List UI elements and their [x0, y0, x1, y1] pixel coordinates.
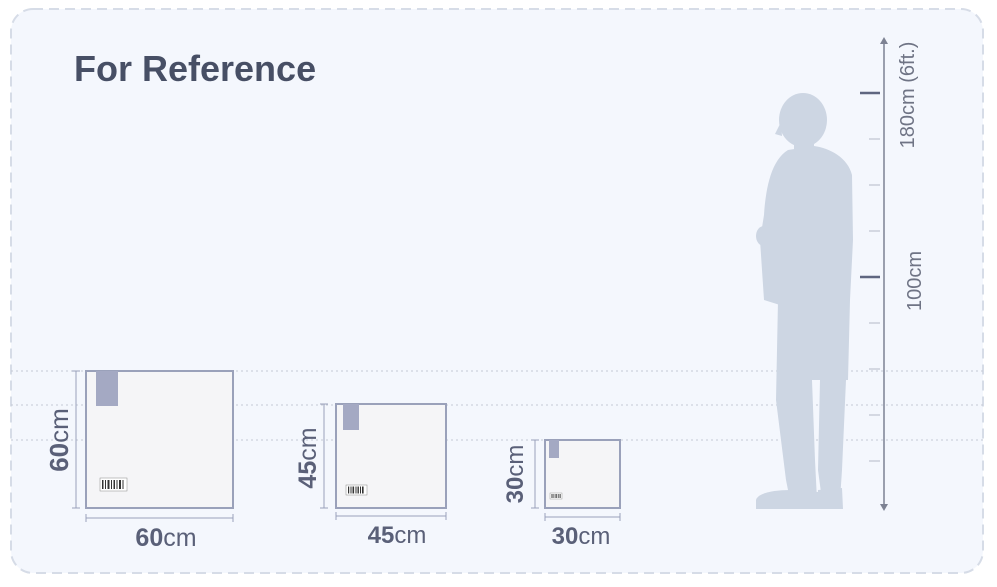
shipping-label-icon — [343, 404, 359, 430]
scale-arrow-top — [880, 37, 888, 44]
box-height-label: 45cm — [294, 427, 322, 488]
box-60cm: 60cm 60cm — [44, 370, 234, 552]
scale-label-180: 180cm (6ft.) — [897, 42, 919, 149]
panel-background — [10, 8, 984, 574]
shipping-label-icon — [96, 371, 118, 406]
box-30cm: 30cm 30cm — [502, 439, 621, 550]
barcode-icon — [99, 477, 128, 492]
box-45cm: 45cm 45cm — [294, 403, 447, 549]
height-scale: 180cm (6ft.) 100cm — [860, 37, 926, 511]
box-width-label: 30cm — [552, 523, 611, 550]
box-height-label: 30cm — [502, 445, 529, 504]
barcode-icon — [549, 492, 563, 500]
box-width-label: 45cm — [368, 522, 427, 549]
box-height-label: 60cm — [44, 408, 74, 472]
person-silhouette-icon — [756, 93, 853, 509]
scale-label-100: 100cm — [904, 251, 926, 311]
barcode-icon — [345, 484, 368, 496]
page-title: For Reference — [74, 48, 316, 89]
scale-arrow-bottom — [880, 504, 888, 511]
shipping-label-icon — [549, 440, 559, 458]
box-width-label: 60cm — [135, 524, 196, 552]
